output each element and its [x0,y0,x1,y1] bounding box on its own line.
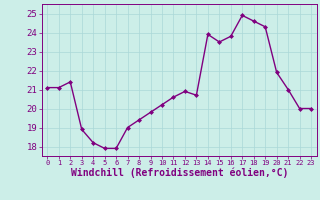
X-axis label: Windchill (Refroidissement éolien,°C): Windchill (Refroidissement éolien,°C) [70,168,288,178]
